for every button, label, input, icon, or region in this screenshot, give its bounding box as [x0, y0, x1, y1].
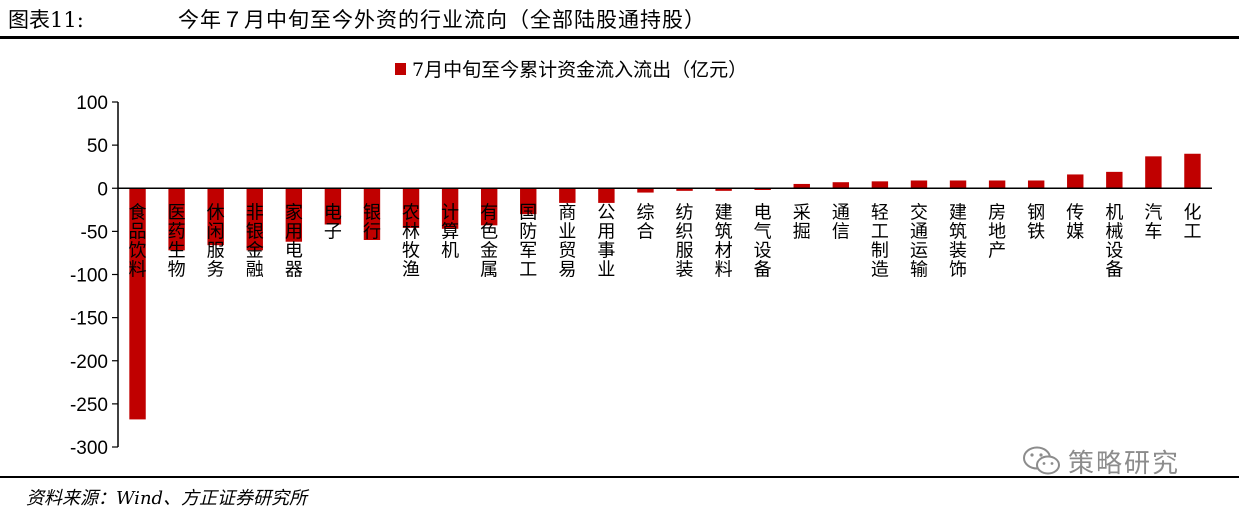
x-category-label: 综合	[636, 202, 654, 242]
x-category-label: 房地产	[988, 202, 1006, 261]
figure-title: 今年７月中旬至今外资的行业流向（全部陆股通持股）	[178, 8, 706, 32]
x-category-label: 公用事业	[597, 202, 615, 280]
bar	[1067, 174, 1084, 189]
x-category-label: 钢铁	[1027, 202, 1045, 242]
bar	[285, 188, 303, 242]
x-category-label: 休闲服务	[207, 202, 225, 280]
x-category-label: 建筑材料	[715, 202, 733, 280]
y-tick-label: -300	[70, 438, 108, 459]
bar	[715, 188, 732, 191]
bar	[168, 188, 185, 251]
y-tick-label: -250	[70, 395, 108, 416]
x-category-label: 农林牧渔	[402, 202, 420, 280]
y-axis: 100 50 0 -50 -100 -150 -200 -250 -300	[70, 93, 119, 459]
bar-chart: 7月中旬至今累计资金流入流出（亿元） 100 50 0 -50 -100 -150 -200…	[70, 59, 1212, 459]
x-category-label: 食品饮料	[129, 202, 147, 280]
y-tick-label: -150	[70, 309, 108, 330]
legend-label: 7月中旬至今累计资金流入流出（亿元）	[412, 59, 747, 81]
x-category-label: 电子	[324, 202, 342, 242]
bar	[988, 180, 1006, 189]
bar	[637, 188, 654, 193]
x-category-label: 有色金属	[480, 202, 498, 280]
bar	[441, 188, 459, 229]
y-tick-label: 0	[97, 179, 108, 200]
bar	[363, 188, 381, 240]
bar	[1145, 156, 1162, 189]
wechat-icon	[1023, 446, 1060, 475]
x-category-label: 汽车	[1144, 202, 1162, 242]
figure-header: 图表11: 今年７月中旬至今外资的行业流向（全部陆股通持股）	[0, 0, 1239, 36]
x-category-label: 非银金融	[246, 202, 264, 280]
bar	[754, 188, 771, 190]
bar	[207, 188, 224, 246]
bar	[832, 182, 850, 189]
y-tick-label: -200	[70, 352, 108, 373]
x-category-label: 纺织服装	[676, 202, 694, 280]
x-category-label: 通信	[832, 202, 850, 242]
bar	[1106, 171, 1123, 189]
bar	[949, 180, 967, 189]
bar	[480, 188, 498, 226]
watermark: 策略研究	[1022, 444, 1181, 479]
bar	[402, 188, 420, 228]
figure-label: 图表11:	[8, 8, 84, 32]
x-category-label: 计算机	[441, 202, 459, 261]
x-category-label: 交通运输	[910, 202, 928, 280]
bar	[1184, 153, 1201, 189]
bar	[598, 188, 615, 203]
x-category-label: 电气设备	[754, 202, 772, 280]
x-category-label: 家用电器	[285, 202, 303, 280]
y-tick-label: -50	[81, 222, 108, 243]
bar	[129, 188, 146, 420]
bar-series	[129, 153, 1201, 420]
bar	[324, 188, 342, 225]
chart-legend: 7月中旬至今累计资金流入流出（亿元）	[395, 59, 747, 81]
x-category-label: 传媒	[1066, 202, 1084, 242]
bar	[1027, 180, 1045, 189]
x-category-label: 化工	[1183, 202, 1201, 242]
bar	[559, 188, 576, 203]
bar	[246, 188, 263, 251]
bar	[871, 181, 889, 189]
watermark-text: 策略研究	[1068, 448, 1181, 479]
x-category-label: 国防军工	[519, 202, 537, 280]
top-rule	[0, 36, 1239, 39]
y-tick-label: 100	[76, 93, 108, 114]
x-category-label: 轻工制造	[871, 202, 889, 280]
legend-swatch	[395, 63, 406, 75]
x-category-label: 建筑装饰	[949, 202, 967, 280]
x-category-label: 医药生物	[168, 202, 186, 280]
bar	[676, 188, 693, 191]
bottom-rule	[0, 476, 1239, 478]
x-category-label: 机械设备	[1105, 202, 1123, 280]
x-category-label: 银行	[363, 202, 381, 242]
bar	[793, 183, 810, 189]
x-category-label: 采掘	[793, 202, 811, 242]
x-category-label: 商业贸易	[558, 202, 576, 280]
bar	[910, 180, 928, 189]
source-note: 资料来源：Wind、方正证券研究所	[26, 488, 308, 509]
bar	[520, 188, 537, 215]
y-tick-label: 50	[87, 136, 108, 157]
y-tick-label: -100	[70, 266, 108, 287]
